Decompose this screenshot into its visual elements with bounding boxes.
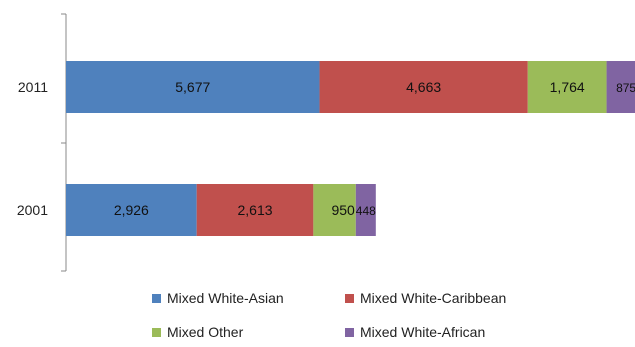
data-label: 1,764 bbox=[550, 79, 585, 95]
legend-item-mixed-white-asian: Mixed White-Asian bbox=[152, 290, 284, 306]
bar-segment bbox=[527, 61, 607, 113]
y-tick-label: 2011 bbox=[18, 79, 48, 95]
bar-segment bbox=[313, 184, 356, 236]
y-tick-label: 2001 bbox=[17, 202, 48, 218]
legend-swatch bbox=[345, 293, 354, 303]
bar-segment bbox=[66, 184, 197, 236]
chart-legend: Mixed White-Asian Mixed White-Caribbean … bbox=[152, 290, 572, 340]
legend-label: Mixed Other bbox=[167, 324, 244, 340]
bar-segment bbox=[606, 61, 635, 113]
bar-segment bbox=[355, 184, 376, 236]
legend-label: Mixed White-Caribbean bbox=[360, 290, 507, 306]
legend-item-mixed-other: Mixed Other bbox=[152, 324, 243, 340]
data-label: 2,613 bbox=[238, 202, 273, 218]
data-label: 875 bbox=[616, 81, 635, 95]
data-label: 4,663 bbox=[406, 79, 441, 95]
data-label: 448 bbox=[356, 204, 376, 218]
bar-segment bbox=[319, 61, 528, 113]
legend-label: Mixed White-African bbox=[360, 324, 486, 340]
legend-swatch bbox=[345, 327, 354, 337]
legend-swatch bbox=[152, 327, 161, 337]
data-label: 5,677 bbox=[175, 79, 210, 95]
legend-label: Mixed White-Asian bbox=[167, 290, 284, 306]
legend-swatch bbox=[152, 293, 161, 303]
legend-item-mixed-white-caribbean: Mixed White-Caribbean bbox=[345, 290, 506, 306]
data-label: 950 bbox=[331, 202, 355, 218]
chart-plot-area: 2011 5,677 4,663 1,764 875 2001 2,926 2,613 950 4… bbox=[17, 13, 635, 272]
legend-item-mixed-white-african: Mixed White-African bbox=[345, 324, 485, 340]
bar-segment bbox=[196, 184, 314, 236]
bar-segment bbox=[66, 61, 320, 113]
data-label: 2,926 bbox=[114, 202, 149, 218]
